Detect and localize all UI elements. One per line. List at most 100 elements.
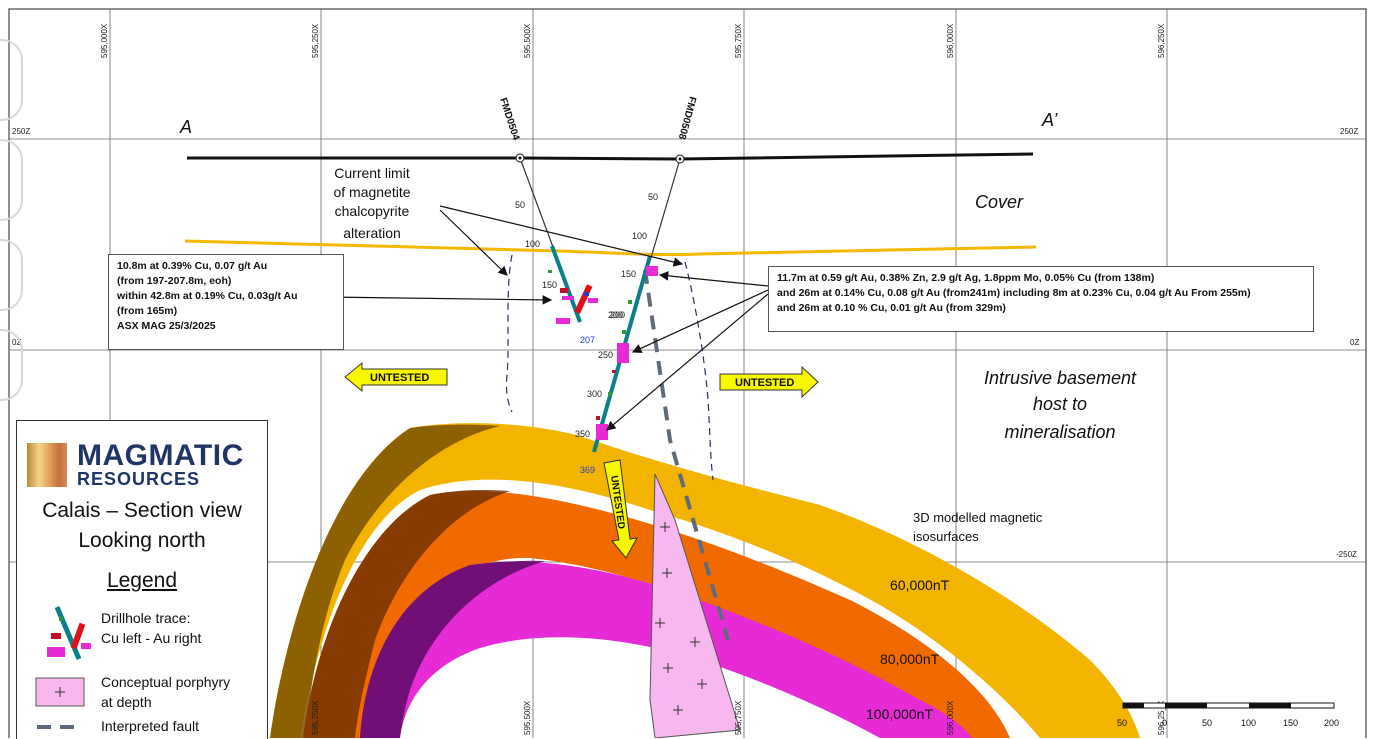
drillhole-fmd0504-label: FMD0504	[497, 97, 521, 143]
end-depth-label: 369	[580, 465, 595, 475]
drillhole-fmd0504-cu	[548, 270, 574, 324]
cover-label: Cover	[975, 192, 1024, 212]
iso-level-100000: 100,000nT	[866, 706, 933, 722]
elevation-label-right: -250Z	[1336, 550, 1357, 559]
porphyry-crosses	[655, 522, 707, 715]
depth-tick-label: 150	[542, 280, 557, 290]
scale-label: 200	[1324, 718, 1339, 728]
scale-label: 150	[1283, 718, 1298, 728]
depth-tick-label: 300	[587, 389, 602, 399]
isosurface-label: 3D modelled magnetic	[913, 510, 1043, 525]
drillhole-fmd0508-label: FMD0508	[676, 95, 698, 141]
magnetite-limit-left	[505, 254, 513, 413]
fault-legend-icon	[37, 725, 83, 729]
northing-bottom-label: 595,750X	[734, 700, 743, 735]
logo-mark-icon	[27, 443, 67, 487]
isosurface-80000nt	[303, 490, 1010, 738]
legend-drillhole-label: Drillhole trace:	[101, 610, 191, 626]
legend-drillhole-label: Cu left - Au right	[101, 630, 202, 646]
legend-porphyry-label: Conceptual porphyry	[101, 674, 231, 690]
elevation-label-right: 0Z	[1350, 338, 1359, 347]
annotation-line: (from 165m)	[117, 305, 178, 317]
legend-fault-label: Interpreted fault	[101, 718, 200, 734]
annotation-line: and 26m at 0.10 % Cu, 0.01 g/t Au (from …	[777, 302, 1006, 314]
drillhole-collar-dot	[518, 156, 522, 160]
interpreted-fault	[643, 269, 730, 641]
elevation-label-right: 250Z	[1340, 127, 1358, 136]
depth-tick-label: 150	[621, 269, 636, 279]
topography-line	[187, 152, 1034, 161]
scale-label: 50	[1202, 718, 1212, 728]
legend-title: Calais – Section view	[42, 499, 242, 522]
magnetite-limit-label: of magnetite	[333, 184, 410, 200]
svg-text:UNTESTED: UNTESTED	[370, 372, 429, 384]
scale-bar: 50 0 50 100 150 200	[1117, 702, 1339, 728]
depth-tick-label: 100	[525, 239, 540, 249]
annotation-arrows	[326, 271, 769, 431]
depth-tick-label: 350	[575, 429, 590, 439]
annotation-line: and 26m at 0.14% Cu, 0.08 g/t Au (from24…	[777, 287, 1251, 299]
untested-arrow-right: UNTESTED	[719, 365, 819, 399]
map-frame	[8, 8, 1367, 738]
magnetite-limit-label: alteration	[343, 225, 401, 241]
basement-label: Intrusive basement	[984, 368, 1137, 388]
isosurface-60000nt-shade	[270, 424, 500, 738]
annotation-line: ASX MAG 25/3/2025	[117, 320, 216, 332]
annotation-line: within 42.8m at 0.19% Cu, 0.03g/t Au	[117, 290, 298, 302]
section-start-label: A	[179, 117, 192, 137]
northing-bottom-label: 595,500X	[523, 700, 532, 735]
logo-sub-text: RESOURCES	[77, 469, 201, 489]
northing-top-label: 596,000X	[946, 23, 955, 58]
northing-bottom-label: 595,250X	[311, 700, 320, 735]
logo-main-text: MAGMATIC	[77, 439, 244, 472]
iso-level-60000: 60,000nT	[890, 577, 950, 593]
depth-tick-label: 50	[648, 192, 658, 202]
section-end-label: A’	[1041, 110, 1058, 130]
depth-tick-label: 200	[610, 310, 625, 320]
depth-tick-label: 200	[608, 310, 623, 320]
isosurface-label: isosurfaces	[913, 529, 979, 544]
northing-bottom-label: 596,25_X	[1157, 700, 1166, 735]
depth-tick-label: 250	[598, 350, 613, 360]
annotation-line: (from 197-207.8m, eoh)	[117, 275, 232, 287]
end-depth-label: 207	[580, 335, 595, 345]
annotation-line: 10.8m at 0.39% Cu, 0.07 g/t Au	[117, 260, 268, 272]
svg-text:UNTESTED: UNTESTED	[735, 377, 794, 389]
porphyry-legend-icon	[35, 677, 85, 707]
depth-tick-label: 100	[632, 231, 647, 241]
base-of-cover-line	[184, 239, 1037, 257]
magnetite-limit-label: Current limit	[334, 165, 410, 181]
depth-tick-label: 50	[515, 200, 525, 210]
untested-arrow-left: UNTESTED	[344, 361, 448, 393]
northing-top-label: 596,250X	[1157, 23, 1166, 58]
drillhole-fmd0504-au	[574, 284, 598, 314]
legend-subtitle: Looking north	[78, 529, 206, 552]
northing-top-label: 595,000X	[100, 23, 109, 58]
annotation-line: 11.7m at 0.59 g/t Au, 0.38% Zn, 2.9 g/t …	[777, 272, 1155, 284]
northing-top-label: 595,500X	[523, 23, 532, 58]
legend-porphyry-label: at depth	[101, 694, 152, 710]
magnetite-label-arrows	[439, 205, 684, 276]
drillhole-fmd0508-assays	[596, 266, 658, 440]
conceptual-porphyry	[649, 473, 741, 738]
legend-heading: Legend	[106, 569, 178, 592]
isosurface-80000nt-shade	[303, 490, 510, 738]
isosurface-60000nt	[270, 423, 1140, 738]
elevation-label-left: 0Z	[12, 338, 21, 347]
scale-label: 50	[1117, 718, 1127, 728]
drillhole-collar-dot	[678, 157, 682, 161]
drillhole-fmd0504-interval	[550, 245, 582, 323]
company-logo: MAGMATIC RESOURCES	[27, 439, 257, 491]
northing-bottom-label: 596,000X	[946, 700, 955, 735]
intercept-annotation-right: 11.7m at 0.59 g/t Au, 0.38% Zn, 2.9 g/t …	[768, 266, 1314, 332]
northing-top-label: 595,750X	[734, 23, 743, 58]
magnetite-limit-label: chalcopyrite	[335, 203, 410, 219]
scale-label: 0	[1162, 718, 1167, 728]
magnetite-limit-right	[684, 261, 714, 481]
basement-label: mineralisation	[1004, 422, 1115, 442]
northing-top-label: 595,250X	[311, 23, 320, 58]
drillhole-legend-icon	[47, 606, 91, 660]
basement-label: host to	[1033, 394, 1087, 414]
faint-watermark	[0, 39, 23, 401]
